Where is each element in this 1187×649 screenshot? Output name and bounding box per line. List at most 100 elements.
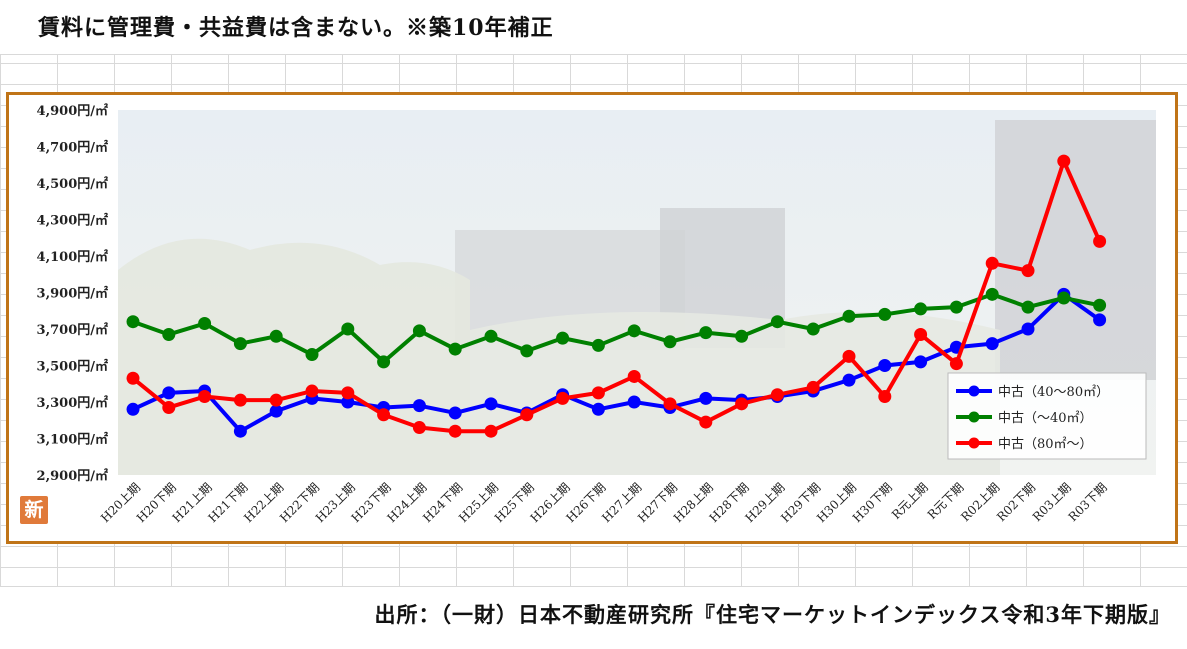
data-point [412,421,426,435]
data-point [448,342,462,356]
data-point [1021,322,1035,336]
y-tick-label: 2,900円/㎡ [37,468,108,484]
y-tick-label: 3,900円/㎡ [37,286,108,302]
data-point [627,369,641,383]
data-point [770,315,784,329]
data-point [520,344,534,358]
data-point [198,317,212,331]
data-point [591,402,605,416]
data-point [699,391,713,405]
data-point [198,390,212,404]
data-point [914,327,928,341]
x-tick-label: R03上期 [1030,480,1074,524]
data-point [556,391,570,405]
data-point [305,348,319,362]
legend-label: 中古（～40㎡） [998,411,1093,426]
data-point [126,371,140,385]
data-point [699,415,713,429]
data-point [914,355,928,369]
data-point [269,404,283,418]
x-axis: H20上期H20下期H21上期H21下期H22上期H22下期H23上期H23下期… [98,480,1110,525]
data-point [377,355,391,369]
y-tick-label: 3,700円/㎡ [37,322,108,338]
x-tick-label: H30下期 [850,480,895,525]
data-point [985,337,999,351]
data-point [914,302,928,316]
data-point [412,399,426,413]
data-point [949,357,963,371]
legend-swatch-marker [968,411,980,423]
data-point [126,315,140,329]
y-tick-label: 3,100円/㎡ [37,432,108,448]
data-point [233,424,247,438]
data-point [269,329,283,343]
series-layer [126,154,1107,438]
legend: 中古（40～80㎡） 中古（～40㎡） 中古（80㎡～） [947,372,1147,460]
data-point [484,397,498,411]
data-point [985,287,999,301]
series-2 [126,287,1107,369]
data-point [1057,154,1071,168]
data-point [233,393,247,407]
source-text: 出所：（一財）日本不動産研究所『住宅マーケットインデックス令和3年下期版』 [374,602,1171,627]
data-point [735,329,749,343]
y-tick-label: 4,900円/㎡ [37,103,108,119]
data-point [162,327,176,341]
data-point [412,324,426,338]
y-tick-label: 4,300円/㎡ [37,213,108,229]
data-point [591,386,605,400]
series-line [132,292,1101,434]
data-point [949,300,963,314]
y-tick-label: 4,100円/㎡ [37,249,108,265]
data-point [233,337,247,351]
data-point [770,388,784,402]
data-point [1093,234,1107,248]
legend-swatch-marker [968,437,980,449]
data-point [663,335,677,349]
new-badge: 新 [20,496,48,524]
data-point [484,329,498,343]
data-point [1057,291,1071,305]
data-point [126,402,140,416]
data-point [842,309,856,323]
data-point [377,408,391,422]
y-tick-label: 3,500円/㎡ [37,359,108,375]
data-point [305,384,319,398]
data-point [269,393,283,407]
data-point [878,390,892,404]
data-point [520,408,534,422]
source-bar: 出所：（一財）日本不動産研究所『住宅マーケットインデックス令和3年下期版』 [0,586,1187,649]
data-point [699,326,713,340]
note-bar: 賃料に管理費・共益費は含まない。※築10年補正 [0,0,1187,55]
data-point [806,322,820,336]
y-tick-label: 4,500円/㎡ [37,176,108,192]
data-point [985,256,999,270]
series-line [132,292,1100,364]
data-point [627,395,641,409]
legend-label: 中古（80㎡～） [998,437,1093,452]
data-point [341,322,355,336]
data-point [878,359,892,372]
data-point [663,397,677,411]
legend-label: 中古（40～80㎡） [998,385,1109,400]
data-point [1021,300,1035,314]
data-point [162,386,176,400]
x-tick-label: R元上期 [889,480,931,522]
data-point [341,386,355,400]
y-tick-label: 3,300円/㎡ [37,395,108,411]
note-text: 賃料に管理費・共益費は含まない。※築10年補正 [38,15,554,41]
data-point [842,349,856,363]
data-point [1021,264,1035,278]
data-point [1093,313,1107,327]
data-point [842,373,856,387]
data-point [448,424,462,438]
series-line [131,159,1102,434]
y-axis: 2,900円/㎡ 3,100円/㎡ 3,300円/㎡ 3,500円/㎡ 3,700円/㎡… [37,103,108,484]
data-point [735,397,749,411]
data-point [448,406,462,420]
data-point [878,307,892,321]
x-tick-label: R02下期 [994,480,1038,524]
data-point [591,338,605,352]
data-point [341,395,355,409]
